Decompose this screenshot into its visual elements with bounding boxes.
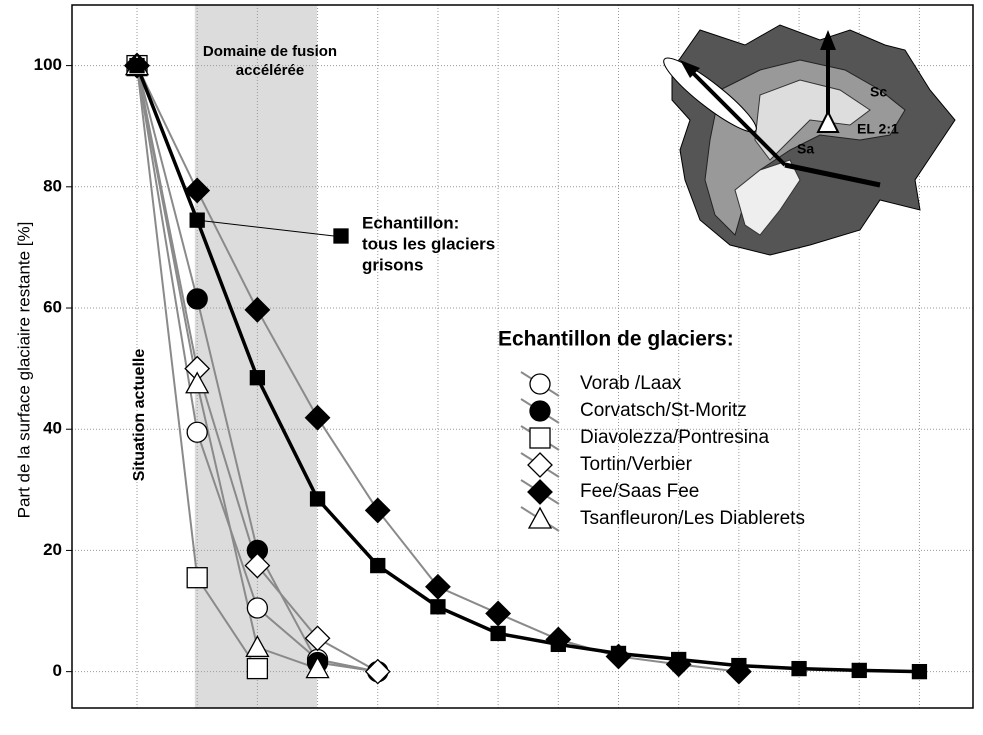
y-tick-label: 60 bbox=[43, 298, 62, 317]
marker bbox=[247, 598, 267, 618]
marker bbox=[528, 480, 552, 504]
marker bbox=[529, 508, 551, 528]
band-label: accélérée bbox=[236, 62, 304, 79]
y-tick-label: 40 bbox=[43, 419, 62, 438]
legend-label: Vorab /Laax bbox=[580, 373, 682, 394]
inset-label: Sc bbox=[870, 84, 887, 100]
annotation: Echantillon: bbox=[362, 213, 459, 232]
inset-label: EL 2:1 bbox=[857, 121, 899, 137]
legend-title: Echantillon de glaciers: bbox=[498, 328, 734, 351]
marker bbox=[551, 637, 565, 651]
marker bbox=[530, 428, 550, 448]
marker bbox=[491, 626, 505, 640]
marker bbox=[530, 401, 550, 421]
marker bbox=[426, 575, 450, 599]
vertical-label: Situation actuelle bbox=[131, 349, 148, 482]
marker bbox=[672, 653, 686, 667]
legend-label: Corvatsch/St-Moritz bbox=[580, 400, 747, 421]
marker bbox=[311, 492, 325, 506]
y-tick-label: 0 bbox=[53, 661, 62, 680]
legend-label: Fee/Saas Fee bbox=[580, 481, 699, 502]
marker bbox=[611, 646, 625, 660]
marker bbox=[486, 601, 510, 625]
marker bbox=[792, 662, 806, 676]
marker bbox=[530, 374, 550, 394]
marker bbox=[912, 665, 926, 679]
marker bbox=[187, 422, 207, 442]
marker bbox=[528, 453, 552, 477]
annotation: tous les glaciers bbox=[362, 234, 495, 253]
marker bbox=[366, 660, 390, 684]
y-tick-label: 20 bbox=[43, 540, 62, 559]
marker bbox=[187, 568, 207, 588]
marker bbox=[334, 229, 348, 243]
legend-label: Tsanfleuron/Les Diablerets bbox=[580, 508, 805, 529]
inset-map: Sc EL 2:1 Sa bbox=[657, 25, 955, 255]
legend-label: Diavolezza/Pontresina bbox=[580, 427, 769, 448]
marker bbox=[852, 663, 866, 677]
chart: Part de la surface glaciaire restante [%… bbox=[0, 0, 983, 735]
band-label: Domaine de fusion bbox=[203, 43, 337, 60]
marker bbox=[187, 289, 207, 309]
marker bbox=[247, 659, 267, 679]
marker bbox=[431, 600, 445, 614]
marker bbox=[130, 59, 144, 73]
y-axis-label: Part de la surface glaciaire restante [%… bbox=[14, 222, 33, 519]
y-tick-label: 80 bbox=[43, 176, 62, 195]
marker bbox=[371, 559, 385, 573]
legend-label: Tortin/Verbier bbox=[580, 454, 693, 475]
marker bbox=[366, 498, 390, 522]
y-tick-label: 100 bbox=[34, 55, 62, 74]
annotation: grisons bbox=[362, 255, 423, 274]
inset-label: Sa bbox=[797, 141, 814, 157]
marker bbox=[732, 659, 746, 673]
marker bbox=[250, 371, 264, 385]
